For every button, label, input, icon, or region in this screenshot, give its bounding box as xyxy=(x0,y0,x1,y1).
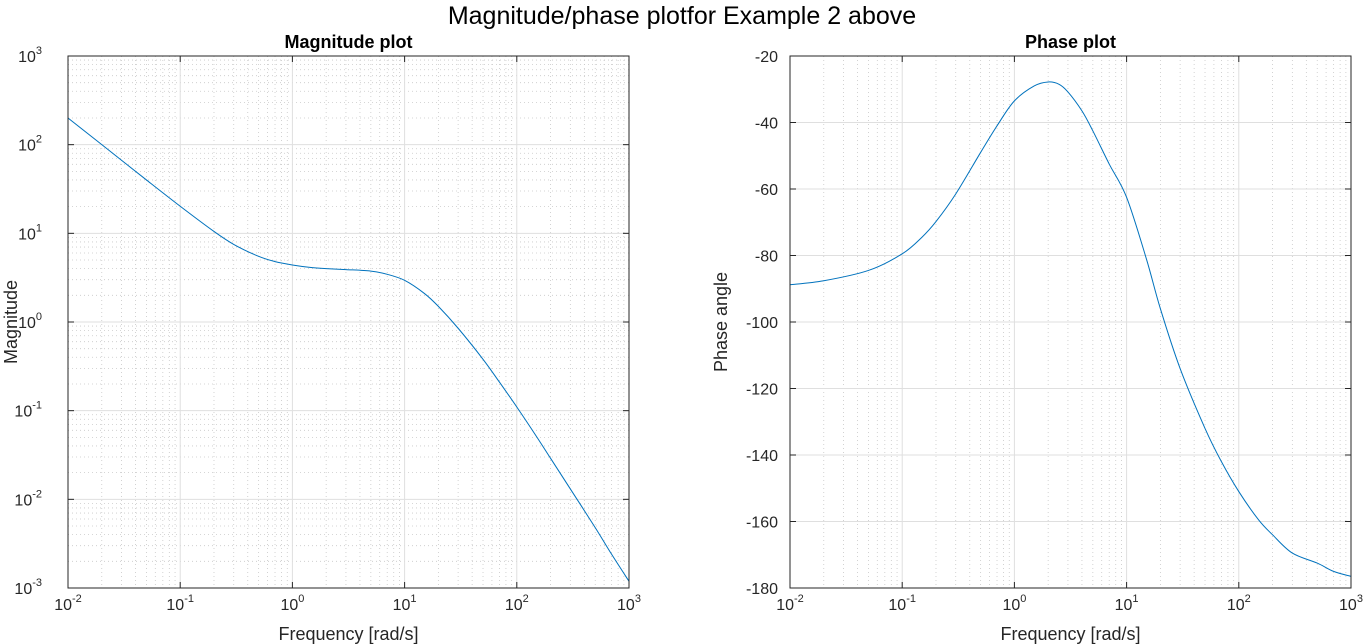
x-tick-label: 100 xyxy=(1002,593,1026,614)
x-minor-grid xyxy=(823,56,1347,588)
x-tick-label: 103 xyxy=(1339,593,1363,614)
y-tick-label: -120 xyxy=(746,382,778,399)
y-tick-label: -20 xyxy=(755,49,778,66)
y-tick-label: 100 xyxy=(18,311,42,332)
y-tick-label: -60 xyxy=(755,182,778,199)
axes-box xyxy=(67,55,630,589)
series-line-0 xyxy=(789,81,1352,577)
y-axis-label: Phase angle xyxy=(711,272,731,372)
y-tick-label: 102 xyxy=(18,134,42,155)
x-tick-label: 100 xyxy=(280,593,304,614)
panel-title: Magnitude plot xyxy=(285,32,413,52)
y-minor-grid xyxy=(68,59,629,562)
x-tick-label: 10-2 xyxy=(54,593,82,614)
axes-box xyxy=(789,55,1352,589)
phase-plot: 10-2 10-1 100 101 102 103 -180 -160 -140 -120 -100… xyxy=(711,32,1363,644)
y-tick-label: -180 xyxy=(746,581,778,598)
y-tick-label: 10-3 xyxy=(14,577,42,598)
x-tick-label: 102 xyxy=(505,593,529,614)
y-axis-label: Magnitude xyxy=(1,280,21,364)
x-tick-label: 10-1 xyxy=(166,593,194,614)
x-tick-label: 101 xyxy=(393,593,417,614)
y-tick-label: -40 xyxy=(755,116,778,133)
x-tick-label: 102 xyxy=(1227,593,1251,614)
y-tick-label: 10-2 xyxy=(14,488,42,509)
y-tick-label: 10-1 xyxy=(14,400,42,421)
x-tick-label: 10-1 xyxy=(888,593,916,614)
y-tick-label: -140 xyxy=(746,448,778,465)
y-tick-label: 103 xyxy=(18,45,42,66)
y-tick-label: -80 xyxy=(755,249,778,266)
y-axis-ticks: -180 -160 -140 -120 -100 -80 -60 -40 -20 xyxy=(746,49,1351,598)
panel-title: Phase plot xyxy=(1025,32,1116,52)
x-tick-label: 103 xyxy=(617,593,641,614)
x-axis-label: Frequency [rad/s] xyxy=(278,624,418,644)
y-tick-label: -160 xyxy=(746,515,778,532)
series-line-0 xyxy=(67,117,630,582)
x-axis-label: Frequency [rad/s] xyxy=(1000,624,1140,644)
figure-title: Magnitude/phase plotfor Example 2 above xyxy=(448,2,916,30)
magnitude-plot: 10-2 10-1 100 101 102 103 10-3 10-2 10-1 100 101 10… xyxy=(1,32,641,644)
x-tick-label: 101 xyxy=(1115,593,1139,614)
x-tick-label: 10-2 xyxy=(776,593,804,614)
y-tick-label: -100 xyxy=(746,315,778,332)
y-tick-label: 101 xyxy=(18,222,42,243)
